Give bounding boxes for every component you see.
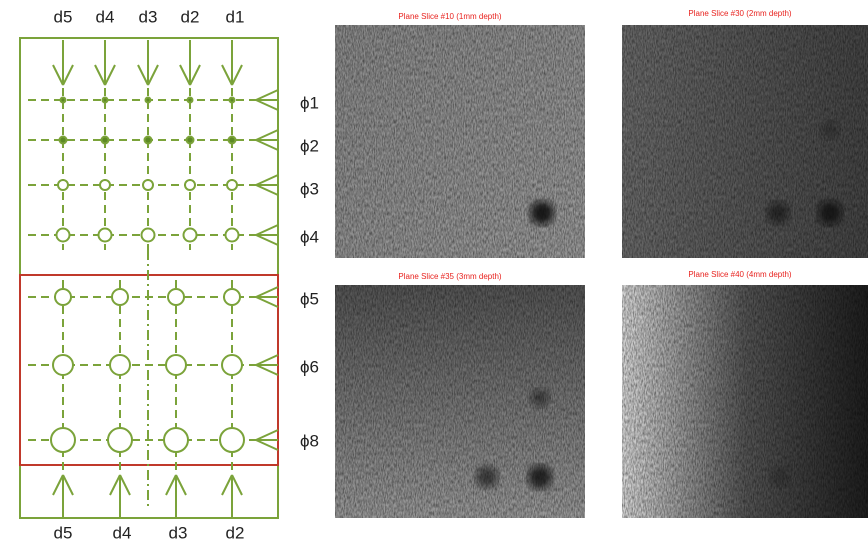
hole: [61, 98, 66, 103]
hole: [57, 229, 70, 242]
hole: [112, 289, 128, 305]
defect-spot: [767, 202, 789, 224]
panel-title: Plane Slice #40 (4mm depth): [688, 270, 792, 279]
panel-title: Plane Slice #35 (3mm depth): [398, 272, 502, 281]
hole: [168, 289, 184, 305]
depth-label: d2: [181, 7, 200, 26]
hole: [110, 355, 130, 375]
hole: [143, 180, 153, 190]
hole: [184, 229, 197, 242]
defect-spot: [821, 121, 839, 139]
arrow: [180, 40, 200, 85]
arrow: [166, 475, 186, 518]
hole: [108, 428, 132, 452]
diameter-label: ϕ1: [300, 93, 319, 112]
arrow: [95, 40, 115, 85]
arrow: [256, 430, 278, 450]
hole: [187, 137, 194, 144]
hole: [224, 289, 240, 305]
panel-title: Plane Slice #10 (1mm depth): [398, 12, 502, 21]
scan-noise: [622, 285, 868, 518]
depth-label: d1: [226, 7, 245, 26]
defect-spot: [770, 467, 790, 487]
depth-label: d4: [96, 7, 115, 26]
arrow: [256, 175, 278, 195]
diameter-label: ϕ2: [300, 136, 319, 155]
defect-spot: [528, 465, 552, 489]
diameter-label: ϕ5: [300, 289, 319, 308]
hole: [51, 428, 75, 452]
hole: [60, 137, 67, 144]
arrow: [256, 225, 278, 245]
arrow: [222, 40, 242, 85]
depth-label: d3: [139, 7, 158, 26]
hole: [164, 428, 188, 452]
hole: [146, 98, 151, 103]
arrow: [256, 355, 278, 375]
hole: [55, 289, 71, 305]
depth-label: d2: [226, 523, 245, 542]
depth-label: d3: [169, 523, 188, 542]
hole: [145, 137, 152, 144]
arrow: [110, 475, 130, 518]
hole: [58, 180, 68, 190]
arrow: [256, 287, 278, 307]
hole: [227, 180, 237, 190]
panel-title: Plane Slice #30 (2mm depth): [688, 9, 792, 18]
hole: [226, 229, 239, 242]
figure: d5 d4 d3 d2 d1 ϕ1 ϕ2 ϕ3 ϕ4 ϕ5 ϕ6 ϕ8 d5 d…: [0, 0, 868, 546]
hole: [102, 137, 109, 144]
depth-label: d5: [54, 7, 73, 26]
diameter-label: ϕ8: [300, 431, 319, 450]
hole: [230, 98, 235, 103]
arrow: [256, 90, 278, 110]
defect-spot: [531, 389, 549, 407]
arrow: [222, 475, 242, 518]
diagram: [28, 40, 278, 518]
arrow: [138, 40, 158, 85]
defect-spot: [530, 201, 554, 225]
depth-label: d5: [54, 523, 73, 542]
hole: [166, 355, 186, 375]
diameter-label: ϕ6: [300, 357, 319, 376]
hole: [229, 137, 236, 144]
diameter-label: ϕ3: [300, 179, 319, 198]
defect-spot: [818, 201, 842, 225]
hole: [99, 229, 112, 242]
arrow: [53, 40, 73, 85]
arrow: [53, 475, 73, 518]
hole: [222, 355, 242, 375]
hole: [100, 180, 110, 190]
hole: [103, 98, 108, 103]
hole: [142, 229, 155, 242]
hole: [185, 180, 195, 190]
hole: [188, 98, 193, 103]
depth-label: d4: [113, 523, 132, 542]
hole: [53, 355, 73, 375]
arrow: [256, 130, 278, 150]
diameter-label: ϕ4: [300, 227, 319, 246]
hole: [220, 428, 244, 452]
defect-spot: [476, 466, 498, 488]
